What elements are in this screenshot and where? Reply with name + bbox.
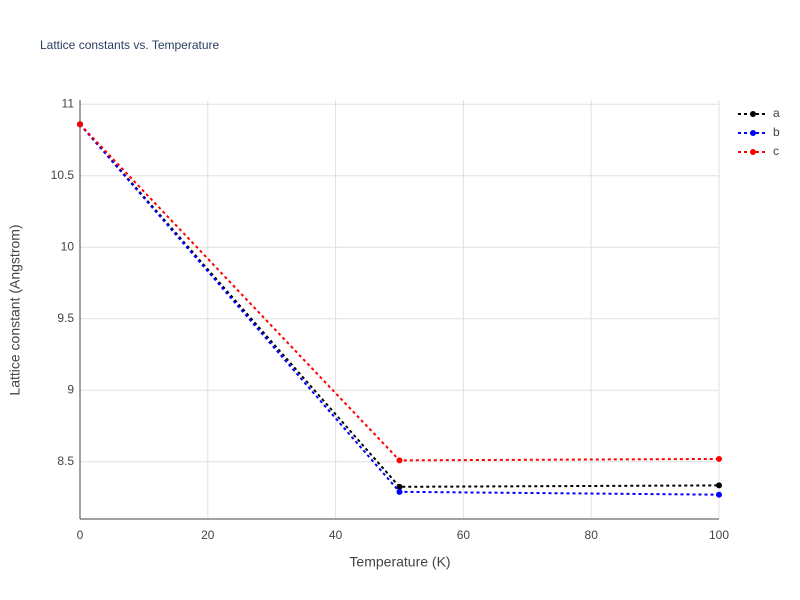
x-tick-label: 100 (709, 528, 729, 542)
series-line (79, 123, 720, 496)
legend-label: b (773, 125, 780, 139)
legend-marker (750, 111, 756, 117)
point (77, 121, 83, 128)
x-tick-label: 40 (329, 528, 343, 542)
legend-marker (750, 149, 756, 155)
point (396, 457, 403, 464)
x-axis-label: Temperature (K) (349, 554, 450, 570)
point (716, 491, 722, 498)
point (396, 483, 403, 490)
point (716, 482, 722, 489)
x-tick-label: 20 (201, 528, 215, 542)
y-tick-label: 10 (61, 239, 75, 253)
legend-marker (750, 130, 756, 136)
y-axis-label: Lattice constant (Angstrom) (7, 224, 23, 395)
y-tick-label: 10.5 (51, 168, 75, 182)
legend-label: a (773, 106, 780, 120)
y-tick-label: 9 (67, 382, 74, 396)
series-line (79, 123, 720, 462)
y-tick-label: 9.5 (57, 311, 74, 325)
legend-label: c (773, 144, 779, 158)
point (716, 455, 722, 462)
y-tick-label: 11 (62, 96, 75, 110)
point (396, 488, 403, 495)
x-tick-label: 80 (585, 528, 599, 542)
chart-title: Lattice constants vs. Temperature (40, 38, 220, 52)
x-tick-label: 60 (457, 528, 471, 542)
y-tick-label: 8.5 (57, 454, 74, 468)
x-tick-label: 0 (77, 528, 84, 542)
series-line (79, 123, 720, 488)
